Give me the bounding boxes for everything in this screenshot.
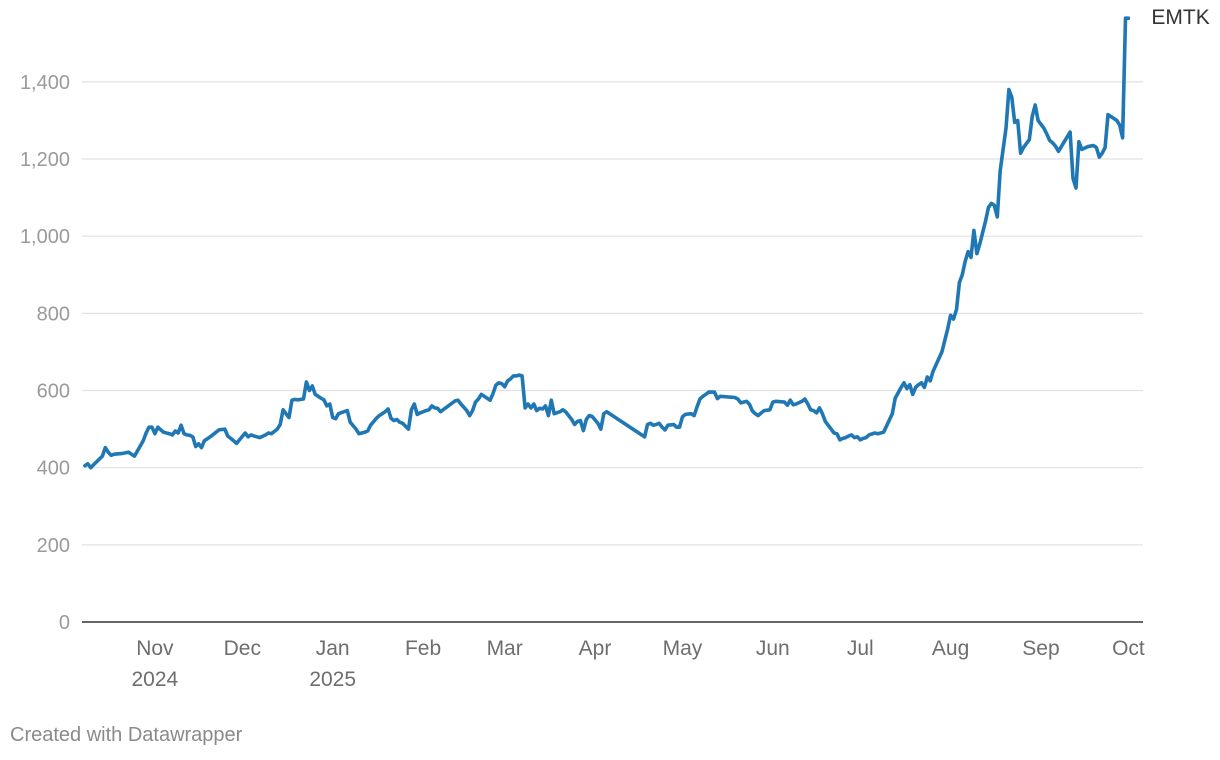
x-tick-label: Aug	[932, 637, 969, 660]
y-tick-label: 200	[37, 535, 70, 557]
series-label: EMTK	[1151, 6, 1209, 29]
series-labels: EMTK	[1151, 6, 1209, 29]
x-tick-label: Nov	[136, 637, 174, 660]
x-tick-label: Sep	[1022, 637, 1059, 660]
y-tick-label: 1,400	[20, 72, 70, 94]
y-tick-label: 1,200	[20, 149, 70, 171]
x-tick-label: Jun	[756, 637, 790, 660]
x-tick-label: May	[663, 637, 703, 660]
x-tick-label: Mar	[487, 637, 523, 660]
x-tick-label: Dec	[224, 637, 261, 660]
x-tick-label: Apr	[579, 637, 612, 660]
series-layer	[83, 16, 1131, 470]
y-tick-label: 0	[59, 612, 70, 634]
x-tick-label: Oct	[1112, 637, 1145, 660]
gridlines	[82, 81, 1143, 623]
chart-canvas: 0 200 400 600 800 1,000 1,200 1,400 Nov 2024 Dec J…	[20, 6, 1210, 691]
x-tick-sublabel: 2024	[132, 668, 179, 691]
y-tick-label: 800	[37, 303, 70, 325]
series-line-emtk	[83, 16, 1131, 470]
y-tick-label: 1,000	[20, 226, 70, 248]
y-tick-label: 600	[37, 381, 70, 403]
x-tick-sublabel: 2025	[309, 668, 356, 691]
x-tick-label: Jan	[316, 637, 350, 660]
y-axis-labels: 0 200 400 600 800 1,000 1,200 1,400	[20, 72, 70, 634]
x-axis-labels: Nov 2024 Dec Jan 2025 Feb Mar Apr May Jun Jul Aug Se…	[132, 637, 1145, 691]
x-tick-label: Feb	[405, 637, 441, 660]
y-tick-label: 400	[37, 458, 70, 480]
datawrapper-credit: Created with Datawrapper	[10, 724, 243, 746]
x-tick-label: Jul	[847, 637, 874, 660]
